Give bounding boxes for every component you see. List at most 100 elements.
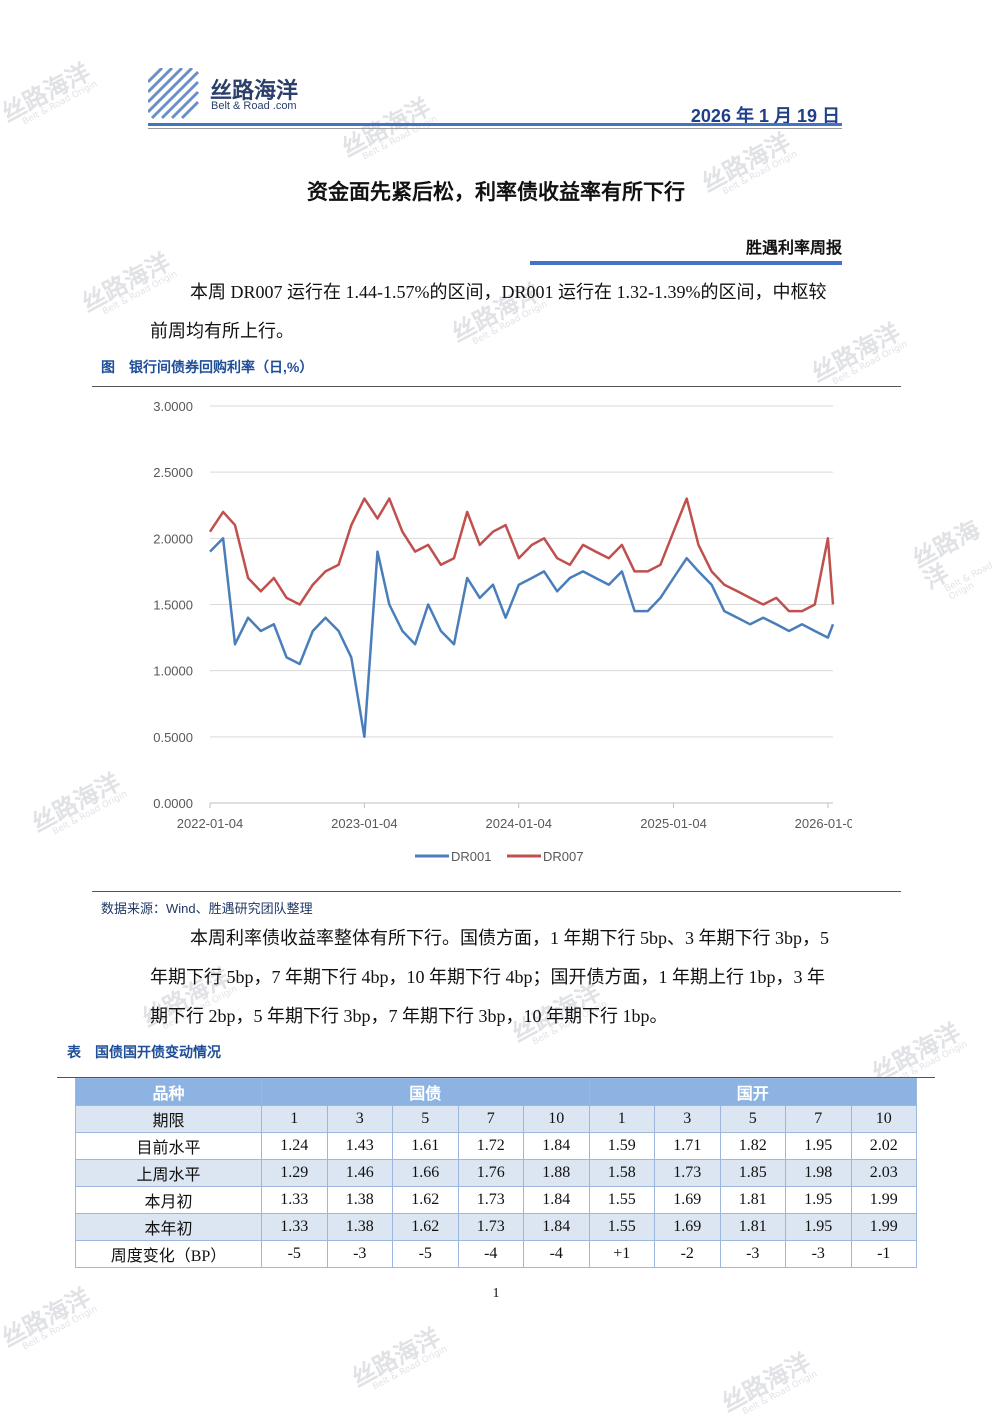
table-subheader-row: 期限 1 3 5 7 10 1 3 5 7 10 xyxy=(75,1105,917,1133)
table-cell: 1.95 xyxy=(785,1186,852,1214)
table-cell: 1.84 xyxy=(523,1132,590,1160)
table-cell: 1.88 xyxy=(523,1159,590,1187)
watermark: 丝路海洋 Belt & Road Origin xyxy=(717,1347,819,1424)
y-tick-label: 1.0000 xyxy=(153,664,193,679)
x-tick-label: 2023-01-04 xyxy=(331,816,398,831)
watermark-text: 丝路海洋 xyxy=(907,515,985,595)
table-row: 本年初 1.33 1.38 1.62 1.73 1.84 1.55 1.69 1.81 1.95 1… xyxy=(75,1213,917,1241)
table-cell: 1.58 xyxy=(588,1159,655,1187)
logo-name: 丝路海洋 xyxy=(210,78,299,103)
table-cell: 1.81 xyxy=(719,1186,786,1214)
figure-caption: 图 银行间债券回购利率（日,%） xyxy=(101,359,314,375)
table-cell: 1.62 xyxy=(392,1213,459,1241)
source-note: 数据来源：Wind、胜遇研究团队整理 xyxy=(101,901,313,916)
table-cell: 1.71 xyxy=(654,1132,721,1160)
table-cell: -3 xyxy=(719,1240,786,1268)
watermark-sub: Belt & Road Origin xyxy=(371,1344,450,1393)
data-table: 品种 国债 国开 期限 1 3 5 7 10 1 3 5 7 10 目前水平 1.24 1.43 1.61 1.72… xyxy=(75,1078,917,1268)
table-cell: -2 xyxy=(654,1240,721,1268)
table-cell: 2.03 xyxy=(850,1159,917,1187)
table-header-row: 品种 国债 国开 xyxy=(75,1078,917,1106)
report-rule xyxy=(530,261,842,265)
table-cell: 本月初 xyxy=(75,1186,262,1214)
header-cell: 品种 xyxy=(75,1078,262,1106)
table-cell: 1.61 xyxy=(392,1132,459,1160)
table-cell: 1.99 xyxy=(850,1213,917,1241)
subheader-cell: 5 xyxy=(392,1105,459,1133)
header-rule xyxy=(148,123,842,126)
watermark-text: 丝路海洋 xyxy=(347,1322,445,1393)
x-tick-label: 2022-01-04 xyxy=(177,816,244,831)
table-cell: 上周水平 xyxy=(75,1159,262,1187)
table-cell: 1.95 xyxy=(785,1132,852,1160)
watermark: 丝路海洋 Belt & Road Origin xyxy=(27,767,130,844)
table-cell: 1.66 xyxy=(392,1159,459,1187)
table-cell: -4 xyxy=(457,1240,524,1268)
y-tick-label: 0.5000 xyxy=(153,730,193,745)
table-row: 上周水平 1.29 1.46 1.66 1.76 1.88 1.58 1.73 1.85 1.98… xyxy=(75,1159,917,1187)
report-date: 2026 年 1 月 19 日 xyxy=(690,106,840,126)
table-cell: 目前水平 xyxy=(75,1132,262,1160)
table-cell: 1.62 xyxy=(392,1186,459,1214)
subheader-cell: 3 xyxy=(654,1105,721,1133)
table-cell: 2.02 xyxy=(850,1132,917,1160)
subheader-cell: 10 xyxy=(523,1105,590,1133)
paragraph: 本周 DR007 运行在 1.44-1.57%的区间，DR001 运行在 1.3… xyxy=(150,282,827,341)
table-cell: 1.73 xyxy=(457,1213,524,1241)
table-cell: 1.72 xyxy=(457,1132,524,1160)
table-cell: 1.85 xyxy=(719,1159,786,1187)
subheader-cell: 期限 xyxy=(75,1105,262,1133)
subheader-cell: 1 xyxy=(588,1105,655,1133)
x-tick-label: 2026-01-04 xyxy=(795,816,852,831)
page-number: 1 xyxy=(492,1286,500,1301)
figure-rule xyxy=(92,386,901,387)
table-caption: 表 国债国开债变动情况 xyxy=(67,1044,221,1060)
watermark-sub: Belt & Road Origin xyxy=(21,79,100,128)
y-tick-label: 2.5000 xyxy=(153,465,193,480)
series-line xyxy=(208,497,835,613)
legend-label: DR001 xyxy=(451,849,491,864)
table-cell: 本年初 xyxy=(75,1213,262,1241)
watermark-text: 丝路海洋 xyxy=(27,767,125,838)
subheader-cell: 1 xyxy=(261,1105,328,1133)
table-cell: 1.95 xyxy=(785,1213,852,1241)
title: 资金面先紧后松，利率债收益率有所下行 xyxy=(307,181,685,204)
watermark-sub: Belt & Road Origin xyxy=(943,560,992,603)
table-cell: 1.43 xyxy=(326,1132,393,1160)
watermark: 丝路海洋 Belt & Road Origin xyxy=(347,1322,450,1399)
header-cell: 国债 xyxy=(261,1078,590,1106)
logo-sub: Belt & Road .com xyxy=(211,100,297,112)
table-cell: 1.84 xyxy=(523,1186,590,1214)
table-cell: +1 xyxy=(588,1240,655,1268)
logo-icon xyxy=(148,68,200,120)
table-row: 周度变化（BP） -5 -3 -5 -4 -4 +1 -2 -3 -3 -1 xyxy=(75,1240,917,1268)
y-tick-label: 0.0000 xyxy=(153,796,193,811)
table-cell: 1.99 xyxy=(850,1186,917,1214)
table-cell: 1.82 xyxy=(719,1132,786,1160)
y-tick-label: 3.0000 xyxy=(153,399,193,414)
watermark-sub: Belt & Road Origin xyxy=(21,1304,100,1353)
series-line xyxy=(209,537,835,739)
watermark-sub: Belt & Road Origin xyxy=(51,789,130,838)
x-tick-label: 2025-01-04 xyxy=(640,816,707,831)
subheader-cell: 10 xyxy=(850,1105,917,1133)
table-cell: 1.33 xyxy=(261,1213,328,1241)
watermark-text: 丝路海洋 xyxy=(717,1347,815,1418)
header-cell: 国开 xyxy=(588,1078,917,1106)
watermark: 丝路海洋 Belt & Road Origin xyxy=(337,93,439,169)
table-cell: 1.73 xyxy=(654,1159,721,1187)
watermark: 丝路海洋 Belt & Road Origin xyxy=(0,58,100,134)
table-cell: 周度变化（BP） xyxy=(75,1240,262,1268)
report-name: 胜遇利率周报 xyxy=(745,240,842,257)
table-cell: 1.55 xyxy=(588,1213,655,1241)
subheader-cell: 3 xyxy=(326,1105,393,1133)
table-cell: 1.98 xyxy=(785,1159,852,1187)
y-tick-label: 1.5000 xyxy=(153,598,193,613)
table-cell: 1.24 xyxy=(261,1132,328,1160)
table-cell: 1.81 xyxy=(719,1213,786,1241)
chart: 0.0000 0.5000 1.0000 1.5000 2.0000 2.5000 3.00… xyxy=(153,399,852,864)
x-tick-label: 2024-01-04 xyxy=(486,816,553,831)
table-cell: 1.55 xyxy=(588,1186,655,1214)
table-cell: 1.38 xyxy=(326,1213,393,1241)
